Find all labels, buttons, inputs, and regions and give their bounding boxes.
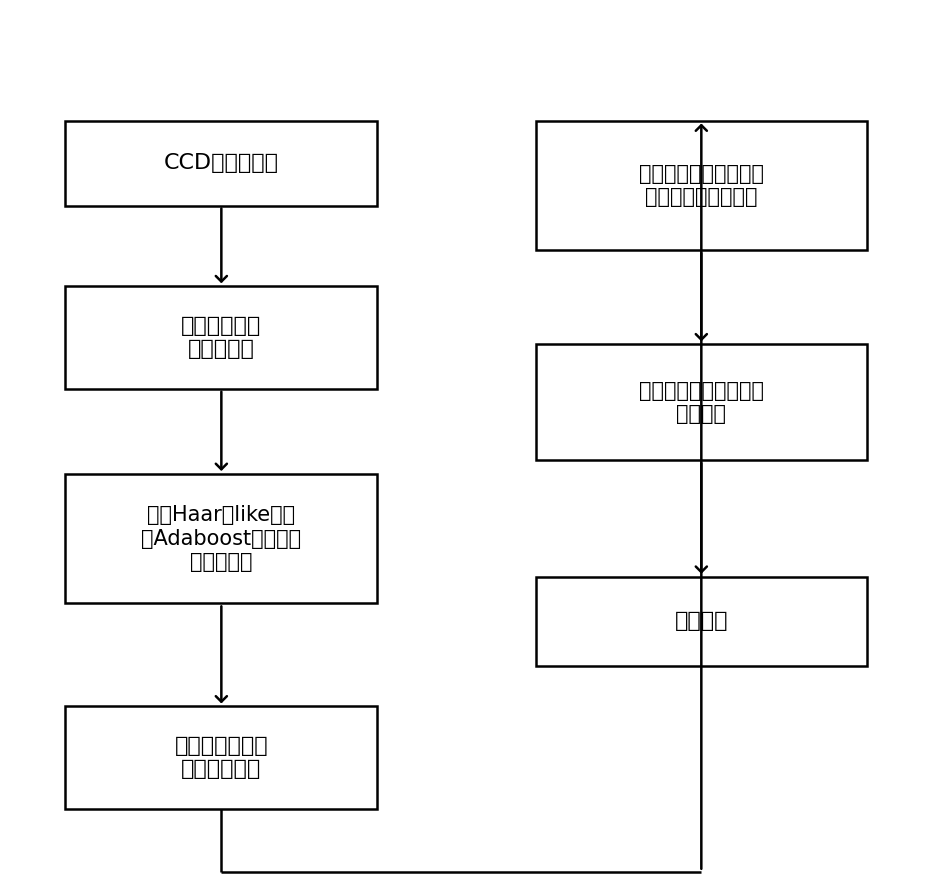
Text: 目标车辆图像
采集与传输: 目标车辆图像 采集与传输: [181, 316, 262, 359]
FancyBboxPatch shape: [65, 706, 377, 809]
FancyBboxPatch shape: [65, 121, 377, 206]
Text: 基于粒子滤波的
前方车辆跟踪: 基于粒子滤波的 前方车辆跟踪: [174, 736, 268, 780]
Text: 基于车道平面几何的纵
向车距测量模型构建: 基于车道平面几何的纵 向车距测量模型构建: [638, 164, 764, 207]
FancyBboxPatch shape: [65, 474, 377, 603]
FancyBboxPatch shape: [536, 121, 867, 250]
FancyBboxPatch shape: [65, 286, 377, 389]
Text: 融合Haar－like特征
与Adaboost算法的前
方车辆识别: 融合Haar－like特征 与Adaboost算法的前 方车辆识别: [142, 505, 301, 572]
Text: CCD摄像头标定: CCD摄像头标定: [164, 153, 279, 173]
FancyBboxPatch shape: [536, 344, 867, 460]
Text: 车距计算: 车距计算: [675, 611, 728, 631]
Text: 车辆测距误差动态补偿
模型构建: 车辆测距误差动态补偿 模型构建: [638, 381, 764, 424]
FancyBboxPatch shape: [536, 577, 867, 666]
